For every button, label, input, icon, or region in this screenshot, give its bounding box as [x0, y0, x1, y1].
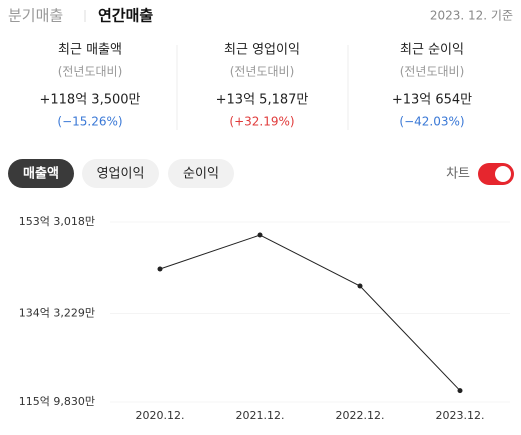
x-tick-label: 2023.12.	[436, 409, 485, 422]
summary-title: 최근 순이익	[400, 43, 464, 58]
point	[257, 232, 263, 238]
y-tick-label: 115억 9,830만	[19, 395, 95, 408]
summary-subtitle: (전년도대비)	[58, 65, 123, 79]
x-tick-label: 2021.12.	[236, 409, 285, 422]
y-tick-label: 153억 3,018만	[19, 215, 95, 228]
toggle-label: 차트	[446, 167, 470, 182]
summary-change: (+32.19%)	[229, 115, 294, 129]
button-label[interactable]: 영업이익	[97, 167, 145, 182]
button-label[interactable]: 순이익	[183, 167, 219, 182]
x-tick-label: 2022.12.	[336, 409, 385, 422]
y-tick-label: 134억 3,229만	[19, 307, 95, 320]
button[interactable]	[168, 159, 234, 188]
tab[interactable]: 분기매출	[8, 7, 63, 25]
button-label[interactable]: 매출액	[23, 166, 59, 182]
date: 2023. 12. 기준	[430, 9, 513, 23]
summary-subtitle: (전년도대비)	[230, 65, 295, 79]
summary-title: 최근 매출액	[58, 43, 122, 58]
point	[357, 283, 363, 289]
button[interactable]	[82, 159, 159, 188]
summary-change: (−15.26%)	[57, 115, 122, 129]
summary-value: +118억 3,500만	[40, 93, 141, 108]
button-active[interactable]	[8, 159, 74, 188]
summary-value: +13억 5,187만	[216, 93, 309, 108]
summary-change: (−42.03%)	[399, 115, 464, 129]
toggle-knob	[495, 166, 511, 182]
line	[159, 234, 461, 391]
point	[157, 266, 163, 272]
summary-subtitle: (전년도대비)	[400, 65, 465, 79]
tab[interactable]: 연간매출	[98, 7, 153, 25]
summary-title: 최근 영업이익	[224, 43, 300, 58]
summary-value: +13억 654만	[392, 93, 472, 108]
point	[457, 388, 463, 394]
x-tick-label: 2020.12.	[136, 409, 185, 422]
